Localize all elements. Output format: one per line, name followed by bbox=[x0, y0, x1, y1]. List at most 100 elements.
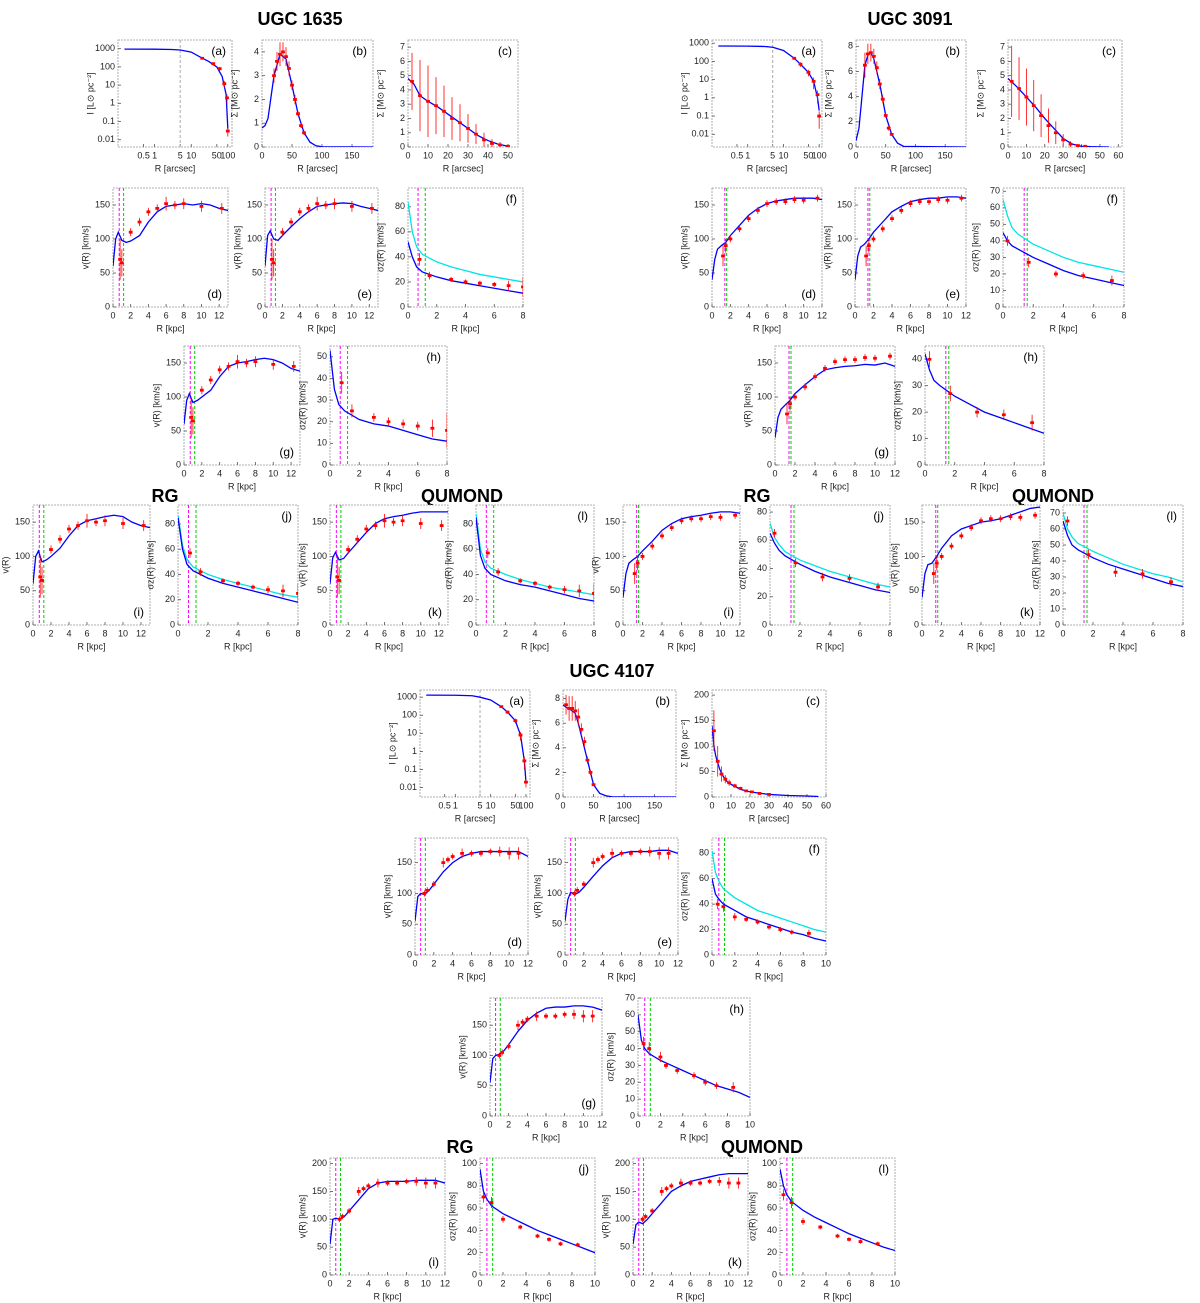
data-point bbox=[370, 202, 374, 214]
data-point bbox=[422, 890, 427, 897]
y-tick-label: 0.01 bbox=[97, 134, 115, 144]
panel: 0 50 100 150 0 1 2 3 4 R [arcsec] Σ [M⊙ pc⁻²] (b) bbox=[229, 39, 374, 173]
x-tick-label: 40 bbox=[1077, 150, 1087, 160]
x-tick-label: 0 bbox=[709, 310, 714, 320]
y-tick-label: 50 bbox=[842, 267, 852, 277]
y-tick-label: 1000 bbox=[95, 43, 115, 53]
y-tick-label: 0 bbox=[468, 619, 473, 629]
y-axis-label: σz(R) [km/s] bbox=[1030, 540, 1040, 589]
data-point bbox=[141, 520, 146, 532]
y-tick-label: 50 bbox=[610, 585, 620, 595]
x-tick-label: 8 bbox=[852, 468, 857, 478]
y-tick-label: 40 bbox=[395, 251, 405, 261]
y-axis-label: v(R) [km/s] bbox=[679, 226, 689, 270]
x-tick-label: 6 bbox=[764, 310, 769, 320]
y-tick-label: 150 bbox=[312, 1186, 327, 1196]
plot-frame bbox=[479, 1157, 596, 1276]
panel-label: (c) bbox=[806, 694, 820, 708]
heading: QUMOND bbox=[721, 1137, 803, 1157]
x-tick-label: 2 bbox=[732, 958, 737, 968]
data-point bbox=[679, 1178, 683, 1188]
x-tick-label: 10 bbox=[578, 1119, 588, 1129]
x-tick-label: 12 bbox=[286, 468, 296, 478]
y-tick-label: 20 bbox=[625, 1077, 635, 1087]
data-point bbox=[738, 786, 743, 790]
data-point bbox=[864, 245, 868, 267]
panel-label: (g) bbox=[581, 1096, 596, 1110]
data-point bbox=[640, 1216, 645, 1223]
y-tick-label: 100 bbox=[312, 1214, 327, 1224]
y-tick-label: 5 bbox=[400, 70, 405, 80]
plot-area bbox=[1003, 188, 1124, 307]
x-tick-label: 0 bbox=[473, 628, 478, 638]
x-tick-label: 50 bbox=[802, 800, 812, 810]
plot-area bbox=[638, 998, 750, 1116]
data-point bbox=[873, 354, 877, 362]
data-point bbox=[281, 42, 285, 62]
data-point bbox=[1061, 134, 1066, 146]
x-tick-label: 150 bbox=[344, 150, 359, 160]
x-tick-label: 8 bbox=[444, 468, 449, 478]
data-point bbox=[481, 1191, 486, 1203]
y-tick-label: 150 bbox=[95, 199, 110, 209]
x-tick-label: 2 bbox=[650, 1278, 655, 1288]
x-tick-label: 4 bbox=[523, 1278, 528, 1288]
data-point bbox=[1005, 235, 1010, 246]
data-point bbox=[765, 200, 769, 208]
y-tick-label: 150 bbox=[694, 715, 709, 725]
plot-area bbox=[712, 188, 822, 307]
data-point bbox=[40, 566, 44, 595]
y-tick-label: 70 bbox=[625, 992, 635, 1002]
data-point bbox=[296, 111, 300, 117]
x-axis-label: R [kpc] bbox=[451, 323, 479, 333]
x-tick-label: 100 bbox=[220, 150, 235, 160]
curve bbox=[925, 353, 1044, 434]
x-tick-label: 10 bbox=[870, 468, 880, 478]
y-axis-label: v(R) [km/s] bbox=[742, 384, 752, 428]
y-axis-label: I [L⊙ pc⁻²] bbox=[85, 72, 95, 114]
x-tick-label: 4 bbox=[680, 1119, 685, 1129]
x-tick-label: 8 bbox=[404, 1278, 409, 1288]
data-point bbox=[482, 132, 486, 147]
x-axis-label: R [kpc] bbox=[753, 323, 781, 333]
data-point bbox=[934, 556, 939, 571]
y-tick-label: 150 bbox=[757, 357, 772, 367]
x-tick-label: 0 bbox=[922, 468, 927, 478]
data-point bbox=[875, 1241, 880, 1247]
x-tick-label: 2 bbox=[792, 468, 797, 478]
data-point bbox=[253, 356, 258, 368]
data-point bbox=[332, 198, 337, 210]
data-point bbox=[441, 857, 446, 868]
y-tick-label: 100 bbox=[397, 888, 412, 898]
data-point bbox=[629, 850, 633, 857]
data-point bbox=[803, 383, 807, 391]
y-tick-label: 0 bbox=[407, 949, 412, 959]
data-point bbox=[535, 1233, 540, 1239]
data-point bbox=[500, 1049, 505, 1056]
x-tick-label: 6 bbox=[1012, 468, 1017, 478]
x-tick-label: 2 bbox=[500, 1278, 505, 1288]
x-tick-label: 8 bbox=[926, 310, 931, 320]
data-point bbox=[564, 694, 568, 715]
curve bbox=[1003, 199, 1124, 273]
panel-label: (e) bbox=[945, 287, 960, 301]
y-tick-label: 20 bbox=[990, 268, 1000, 278]
data-point bbox=[485, 547, 490, 559]
data-point bbox=[373, 521, 378, 530]
y-tick-label: 50 bbox=[699, 766, 709, 776]
x-tick-label: 4 bbox=[146, 310, 151, 320]
x-tick-label: 12 bbox=[735, 628, 745, 638]
x-tick-label: 10 bbox=[654, 958, 664, 968]
plot-frame bbox=[183, 345, 301, 466]
y-tick-label: 50 bbox=[317, 351, 327, 361]
data-point bbox=[641, 1036, 646, 1051]
y-tick-label: 40 bbox=[317, 373, 327, 383]
data-point bbox=[181, 198, 186, 210]
panel: 0 2 4 6 8 10 12 0 50 100 150 R [kpc] v(R) [km/s] (e) bbox=[822, 187, 971, 333]
y-tick-label: 0 bbox=[704, 301, 709, 311]
x-axis-label: R [kpc] bbox=[374, 481, 402, 491]
data-point bbox=[198, 568, 203, 576]
data-point bbox=[226, 362, 231, 371]
x-tick-label: 0.5 bbox=[438, 800, 451, 810]
